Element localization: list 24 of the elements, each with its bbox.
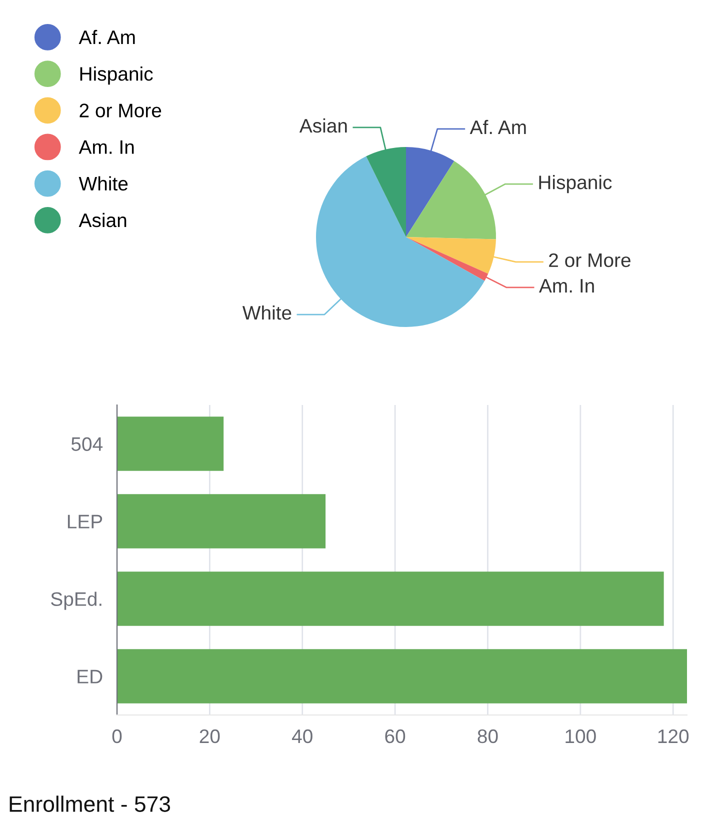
y-tick-label: SpEd. [51, 592, 102, 610]
x-tick-label: 60 [385, 729, 406, 744]
slice-label: 2 or More [549, 253, 630, 268]
legend-label: Am. In [78, 140, 134, 154]
y-tick-label: LEP [68, 514, 102, 528]
y-tick-label: 504 [71, 437, 103, 451]
slice-label: Am. In [538, 279, 594, 292]
slice-label: Hispanic [539, 174, 612, 194]
legend-label: Af. Am [78, 30, 135, 44]
text: Enrollment - 573 [10, 796, 170, 812]
y-tick-label: ED [78, 670, 102, 684]
x-tick-label: 100 [566, 729, 596, 744]
x-tick-label: 0 [112, 729, 122, 744]
slice-label: White [242, 305, 292, 320]
legend-label: Asian [78, 212, 126, 228]
x-tick-label: 40 [292, 729, 312, 744]
legend-label: White [78, 176, 128, 191]
x-tick-label: 20 [200, 729, 220, 744]
slice-label: Af. Am [470, 120, 526, 134]
x-tick-label: 120 [658, 729, 689, 744]
x-tick-label: 80 [478, 729, 498, 744]
slice-label: Asian [299, 118, 347, 133]
legend-label: Hispanic [80, 66, 153, 85]
legend-label: 2 or More [80, 104, 162, 118]
